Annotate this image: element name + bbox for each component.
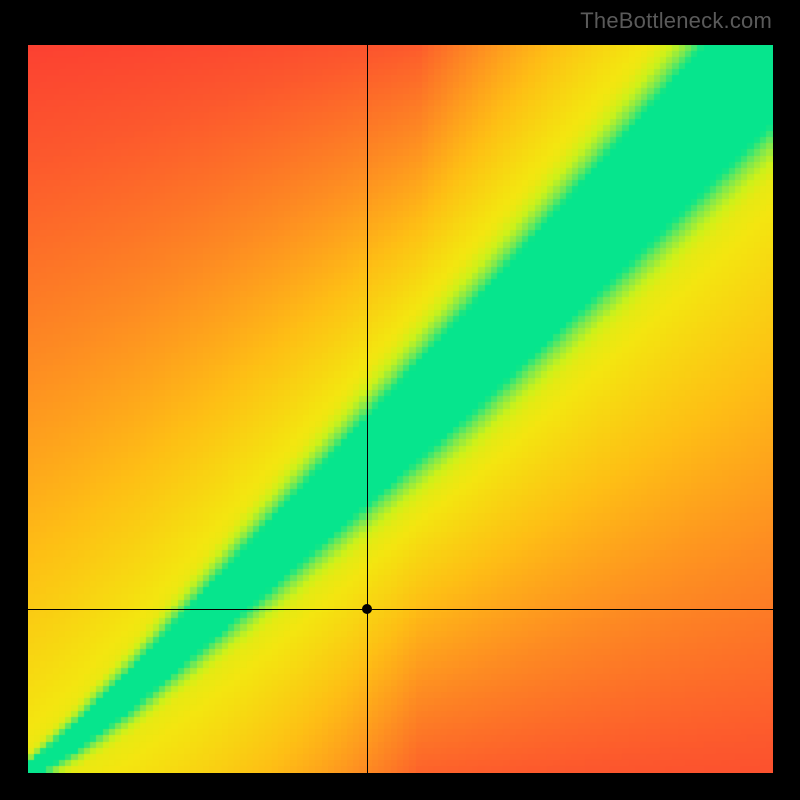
crosshair-horizontal (28, 609, 773, 610)
plot-frame (22, 39, 779, 779)
crosshair-vertical (367, 45, 368, 773)
watermark-text: TheBottleneck.com (580, 8, 772, 34)
crosshair-dot (362, 604, 372, 614)
heatmap-canvas (28, 45, 773, 773)
